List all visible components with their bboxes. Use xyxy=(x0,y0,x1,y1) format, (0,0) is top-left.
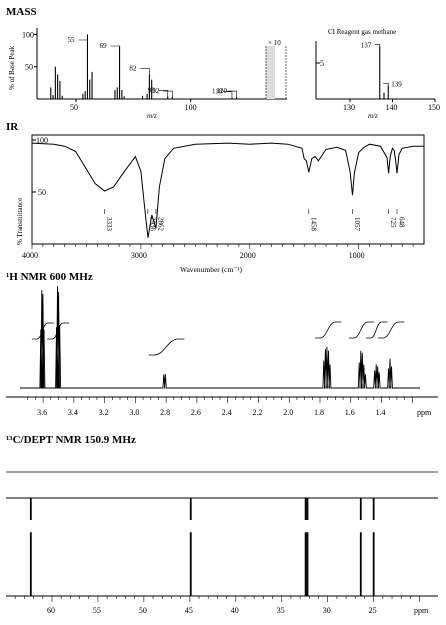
hnmr-integral-4 xyxy=(348,321,374,339)
ms-annot-line-92 xyxy=(163,90,173,98)
cnmr-xtick-label-25: 25 xyxy=(369,606,377,615)
cnmr-layer: 60 55 50 45 40 35 30 25 xyxy=(14,498,420,615)
hnmr-xtick-label-3.0: 3.0 xyxy=(129,408,139,417)
ms-annot-55: 55 xyxy=(67,36,75,44)
hnmr-integral-6 xyxy=(378,321,405,339)
hnmr-xtick-label-1.4: 1.4 xyxy=(376,408,386,417)
ir-ylabel: % Transmittance xyxy=(16,198,24,245)
ir-ytick-label-50: 50 xyxy=(38,188,46,197)
ci-ytick-label: 5 xyxy=(320,59,324,68)
hnmr-xtick-label-3.6: 3.6 xyxy=(37,408,47,417)
ir-ytick-label-100: 100 xyxy=(36,136,48,145)
hnmr-xtick-label-2.6: 2.6 xyxy=(191,408,201,417)
ms-annot-line-90 xyxy=(158,90,169,97)
ir-xtick-label-4000: 4000 xyxy=(22,251,38,260)
hnmr-xtick-label-2.2: 2.2 xyxy=(252,408,262,417)
ms-ci-title: CI Reagent gas methane xyxy=(328,28,396,36)
ci-annot-line-137 xyxy=(374,43,381,47)
ms-axes: × 10 xyxy=(36,28,435,100)
ms-annot-92: 92 xyxy=(152,87,160,95)
ms-xlabel: m/z xyxy=(147,112,157,120)
hnmr-xtick-label-3.2: 3.2 xyxy=(99,408,109,417)
cnmr-xtick-label-35: 35 xyxy=(277,606,285,615)
hnmr-integral-5 xyxy=(365,321,388,339)
hnmr-integral-3 xyxy=(315,321,342,339)
hnmr-integral-1 xyxy=(47,322,70,340)
ir-title: IR xyxy=(6,121,19,133)
ir-trace xyxy=(31,142,424,238)
ir-layer: 4000 3000 2000 1000 50 100 3333 2936 2862 1458 105… xyxy=(22,136,424,260)
ms-annot-line-82 xyxy=(140,68,150,75)
cnmr-xtick-label-45: 45 xyxy=(185,606,193,615)
ir-peak-label-1458: 1458 xyxy=(309,217,317,232)
ms-annot-69: 69 xyxy=(100,42,108,50)
ms-annot-120: 120 xyxy=(217,87,228,95)
ir-peak-label-2862: 2862 xyxy=(156,217,164,232)
ms-title: MASS xyxy=(6,6,37,18)
ms-annot-line-120 xyxy=(227,90,237,98)
ir-frame xyxy=(31,134,425,245)
cnmr-xtick-label-40: 40 xyxy=(231,606,239,615)
ms-ytick-label-100: 100 xyxy=(22,30,34,39)
cnmr-xtick-label-30: 30 xyxy=(323,606,331,615)
ci-annot-line-139 xyxy=(383,82,389,86)
ms-ytick-label-50: 50 xyxy=(25,63,33,72)
hnmr-layer: 3.6 3.4 3.2 3.0 2.8 2.6 2.4 2.2 2.0 1.8 1.6 1.4 xyxy=(20,286,420,417)
ir-xtick-label-3000: 3000 xyxy=(131,251,147,260)
ms-ci-bars: 130 140 150 5 137 139 xyxy=(316,41,440,112)
hnmr-unit: ppm xyxy=(417,408,432,417)
hnmr-integral-0 xyxy=(31,322,54,340)
hnmr-xtick-label-2.0: 2.0 xyxy=(283,408,293,417)
ms-xtick-label-100: 100 xyxy=(185,103,197,112)
ir-xtick-label-1000: 1000 xyxy=(349,251,365,260)
cnmr-unit: ppm xyxy=(414,606,429,615)
hnmr-integral-2 xyxy=(148,338,185,356)
cnmr-xtick-label-50: 50 xyxy=(139,606,147,615)
hnmr-xtick-label-2.4: 2.4 xyxy=(222,408,232,417)
ms-annot-line-118 xyxy=(222,91,233,98)
ir-peak-label-725: 725 xyxy=(389,217,397,228)
hnmr-xtick-label-1.8: 1.8 xyxy=(314,408,324,417)
ms-annot-line-55 xyxy=(78,34,88,41)
ir-peak-label-1057: 1057 xyxy=(353,217,361,232)
hnmr-title: ¹H NMR 600 MHz xyxy=(6,271,93,283)
ms-ylabel: % of Base Peak xyxy=(8,45,16,90)
cnmr-title: ¹³C/DEPT NMR 150.9 MHz xyxy=(6,434,136,446)
ms-annot-118: 118 xyxy=(212,88,223,96)
hnmr-xtick-label-1.6: 1.6 xyxy=(345,408,355,417)
ms-annot-82: 82 xyxy=(129,64,137,72)
ir-peak-label-648: 648 xyxy=(397,217,405,228)
ir-peak-label-2936: 2936 xyxy=(148,217,156,232)
ir-xtick-label-2000: 2000 xyxy=(240,251,256,260)
ms-xtick-label-50: 50 xyxy=(70,103,78,112)
hnmr-trace xyxy=(20,286,420,389)
hnmr-xtick-label-3.4: 3.4 xyxy=(68,408,78,417)
ir-xlabel: Wavenumber (cm⁻¹) xyxy=(180,265,243,274)
ci-xtick-label-140: 140 xyxy=(386,103,398,112)
ci-xtick-label-130: 130 xyxy=(343,103,355,112)
ci-xtick-label-150: 150 xyxy=(428,103,440,112)
ms-zoom-label: × 10 xyxy=(268,39,281,47)
cnmr-xtick-label-55: 55 xyxy=(93,606,101,615)
hnmr-xtick-label-2.8: 2.8 xyxy=(160,408,170,417)
ms-annot-90: 90 xyxy=(148,86,156,94)
ir-peak-label-3333: 3333 xyxy=(105,217,113,232)
ci-annot-139: 139 xyxy=(391,80,402,88)
cnmr-xtick-label-60: 60 xyxy=(47,606,55,615)
ci-annot-137: 137 xyxy=(361,41,372,49)
ms-zoom-region xyxy=(266,46,275,99)
ms-ci-xlabel: m/z xyxy=(368,112,378,120)
